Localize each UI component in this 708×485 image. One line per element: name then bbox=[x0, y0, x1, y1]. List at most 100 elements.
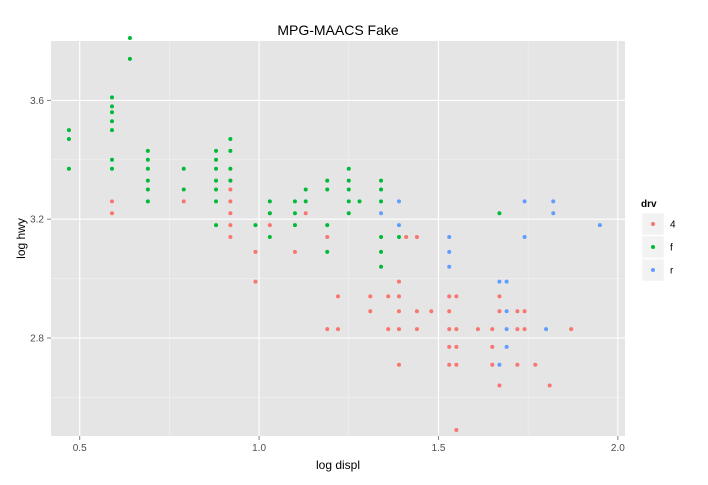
data-point-f bbox=[379, 264, 384, 269]
data-point-f bbox=[214, 199, 219, 204]
data-point-4 bbox=[303, 211, 308, 216]
data-point-f bbox=[66, 137, 71, 142]
data-point-f bbox=[109, 95, 114, 100]
data-point-4 bbox=[454, 362, 459, 367]
data-point-f bbox=[214, 148, 219, 153]
data-point-4 bbox=[414, 327, 419, 332]
data-point-4 bbox=[267, 223, 272, 228]
data-point-f bbox=[109, 110, 114, 115]
data-point-f bbox=[379, 178, 384, 183]
data-point-f bbox=[145, 157, 150, 162]
data-point-f bbox=[292, 223, 297, 228]
data-point-f bbox=[145, 166, 150, 171]
major-gridlines bbox=[51, 41, 625, 436]
data-point-4 bbox=[490, 344, 495, 349]
data-point-4 bbox=[228, 235, 233, 240]
data-point-4 bbox=[396, 294, 401, 299]
data-point-f bbox=[325, 187, 330, 192]
data-point-4 bbox=[109, 199, 114, 204]
data-point-f bbox=[325, 178, 330, 183]
data-point-f bbox=[379, 249, 384, 254]
data-point-f bbox=[325, 223, 330, 228]
data-point-4 bbox=[414, 309, 419, 314]
data-point-4 bbox=[515, 327, 520, 332]
data-point-4 bbox=[454, 344, 459, 349]
data-point-4 bbox=[228, 211, 233, 216]
x-axis-ticks: 0.5 1.0 1.5 2.0 bbox=[73, 436, 625, 454]
legend-symbol-f bbox=[651, 245, 655, 249]
y-tick-label: 3.2 bbox=[30, 215, 44, 226]
data-point-f bbox=[267, 211, 272, 216]
data-point-f bbox=[214, 178, 219, 183]
data-point-f bbox=[214, 166, 219, 171]
data-point-f bbox=[303, 199, 308, 204]
data-point-4 bbox=[253, 279, 258, 284]
data-point-4 bbox=[336, 294, 340, 299]
y-axis-ticks: 2.8 3.2 3.6 bbox=[30, 96, 51, 344]
data-point-f bbox=[346, 166, 351, 171]
data-point-f bbox=[325, 249, 330, 254]
legend: drv 4 f r bbox=[641, 199, 676, 282]
data-point-r bbox=[504, 327, 509, 332]
x-axis-label: log displ bbox=[316, 458, 360, 472]
data-point-4 bbox=[253, 249, 258, 254]
data-point-4 bbox=[522, 309, 527, 314]
data-point-4 bbox=[325, 327, 330, 332]
data-point-4 bbox=[396, 279, 401, 284]
data-point-f bbox=[109, 104, 114, 109]
data-point-4 bbox=[522, 327, 527, 332]
data-point-4 bbox=[447, 294, 452, 299]
data-point-r bbox=[544, 327, 549, 332]
data-point-f bbox=[145, 199, 150, 204]
data-point-f bbox=[267, 199, 272, 204]
data-point-f bbox=[214, 223, 219, 228]
legend-label-4: 4 bbox=[670, 220, 676, 231]
data-point-f bbox=[145, 178, 150, 183]
data-point-r bbox=[396, 223, 401, 228]
y-tick-label: 2.8 bbox=[30, 333, 44, 344]
data-point-r bbox=[447, 264, 452, 269]
data-point-4 bbox=[386, 294, 391, 299]
data-point-f bbox=[109, 128, 114, 133]
x-tick-label: 1.5 bbox=[431, 443, 445, 454]
data-point-r bbox=[551, 211, 556, 216]
data-point-4 bbox=[490, 362, 495, 367]
data-point-r bbox=[396, 199, 401, 204]
data-point-f bbox=[396, 235, 401, 240]
data-point-f bbox=[214, 157, 219, 162]
y-tick-label: 3.6 bbox=[30, 96, 44, 107]
data-point-4 bbox=[515, 309, 520, 314]
data-point-f bbox=[497, 211, 502, 216]
data-point-4 bbox=[292, 249, 297, 254]
data-point-4 bbox=[386, 327, 391, 332]
data-point-f bbox=[109, 166, 114, 171]
data-point-4 bbox=[181, 199, 186, 204]
data-point-4 bbox=[228, 187, 233, 192]
data-point-f bbox=[228, 137, 233, 142]
data-point-f bbox=[214, 187, 219, 192]
data-point-f bbox=[346, 187, 351, 192]
data-point-r bbox=[504, 309, 509, 314]
data-point-4 bbox=[475, 327, 480, 332]
x-tick-label: 0.5 bbox=[73, 443, 87, 454]
data-point-f bbox=[228, 178, 233, 183]
data-point-f bbox=[379, 235, 384, 240]
data-point-f bbox=[303, 187, 308, 192]
data-point-4 bbox=[404, 235, 409, 240]
data-point-f bbox=[292, 199, 297, 204]
data-point-4 bbox=[447, 309, 452, 314]
minor-gridlines bbox=[51, 41, 625, 436]
data-point-r bbox=[504, 344, 509, 349]
data-point-f bbox=[228, 166, 233, 171]
data-point-f bbox=[127, 56, 132, 61]
data-point-4 bbox=[569, 327, 574, 332]
data-point-4 bbox=[490, 327, 495, 332]
data-point-r bbox=[597, 223, 602, 228]
data-point-f bbox=[346, 178, 351, 183]
data-point-r bbox=[551, 199, 556, 204]
data-point-4 bbox=[414, 235, 419, 240]
data-point-r bbox=[522, 199, 527, 204]
y-axis-label: log hwy bbox=[14, 218, 28, 259]
data-point-f bbox=[109, 157, 114, 162]
data-point-f bbox=[346, 199, 351, 204]
